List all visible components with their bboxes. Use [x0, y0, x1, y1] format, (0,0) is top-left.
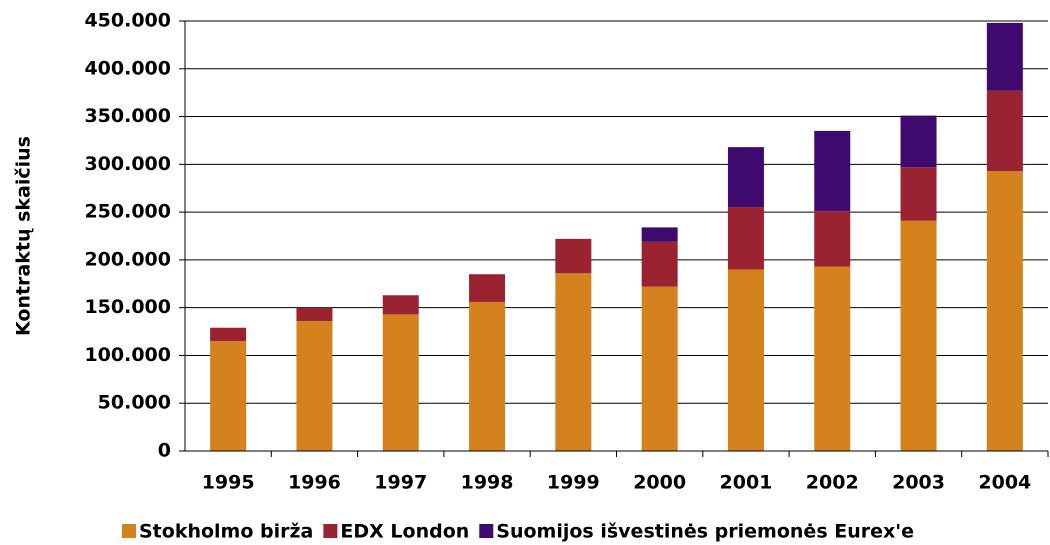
y-tick-label: 50.000: [98, 392, 171, 414]
bar-segment: [814, 130, 851, 212]
bar-segment: [469, 274, 506, 302]
x-tick-label: 1997: [374, 472, 427, 494]
bar-segment: [900, 167, 937, 221]
bar-segment: [900, 220, 937, 451]
bar-segment: [555, 238, 592, 274]
x-tick-label: 2004: [978, 472, 1031, 494]
x-tick-label: 1998: [461, 472, 514, 494]
legend-label: Suomijos išvestinės priemonės Eurex'e: [496, 521, 914, 543]
x-tick-label: 1995: [202, 472, 255, 494]
x-tick-label: 2003: [892, 472, 945, 494]
bar-segment: [814, 266, 851, 451]
bar-segment: [900, 115, 937, 168]
x-tick-label: 2000: [633, 472, 686, 494]
bar-segment: [555, 273, 592, 451]
bar-segment: [727, 207, 764, 270]
legend-swatch: [122, 524, 136, 538]
legend-label: EDX London: [340, 521, 469, 543]
bar-segment: [727, 147, 764, 208]
bar-segment: [210, 327, 247, 342]
bar-segment: [986, 90, 1023, 172]
y-tick-label: 350.000: [84, 105, 171, 127]
y-tick-label: 150.000: [84, 296, 171, 318]
x-tick-label: 1996: [288, 472, 341, 494]
y-axis-label: Kontraktų skaičius: [13, 136, 35, 336]
legend-swatch: [479, 524, 494, 538]
bar-segment: [641, 241, 678, 287]
y-tick-label: 250.000: [84, 201, 171, 223]
bar-segment: [986, 171, 1023, 451]
bar-segment: [210, 341, 247, 451]
bar-segment: [382, 295, 419, 315]
bar-segment: [296, 321, 333, 451]
bar-segment: [641, 227, 678, 242]
bar-segment: [382, 314, 419, 451]
y-tick-label: 400.000: [84, 57, 171, 79]
y-tick-label: 0: [158, 440, 171, 462]
legend-label: Stokholmo birža: [139, 521, 313, 543]
bar-segment: [814, 211, 851, 267]
y-tick-label: 100.000: [84, 344, 171, 366]
y-tick-label: 450.000: [84, 10, 171, 32]
y-tick-label: 200.000: [84, 248, 171, 270]
x-tick-label: 1999: [547, 472, 600, 494]
bar-segment: [641, 286, 678, 451]
legend-swatch: [323, 524, 338, 538]
x-tick-label: 2001: [720, 472, 773, 494]
x-tick-label: 2002: [806, 472, 859, 494]
bar-segment: [727, 269, 764, 451]
bar-segment: [296, 307, 333, 322]
y-tick-label: 300.000: [84, 153, 171, 175]
bar-segment: [986, 22, 1023, 91]
bar-segment: [469, 301, 506, 451]
